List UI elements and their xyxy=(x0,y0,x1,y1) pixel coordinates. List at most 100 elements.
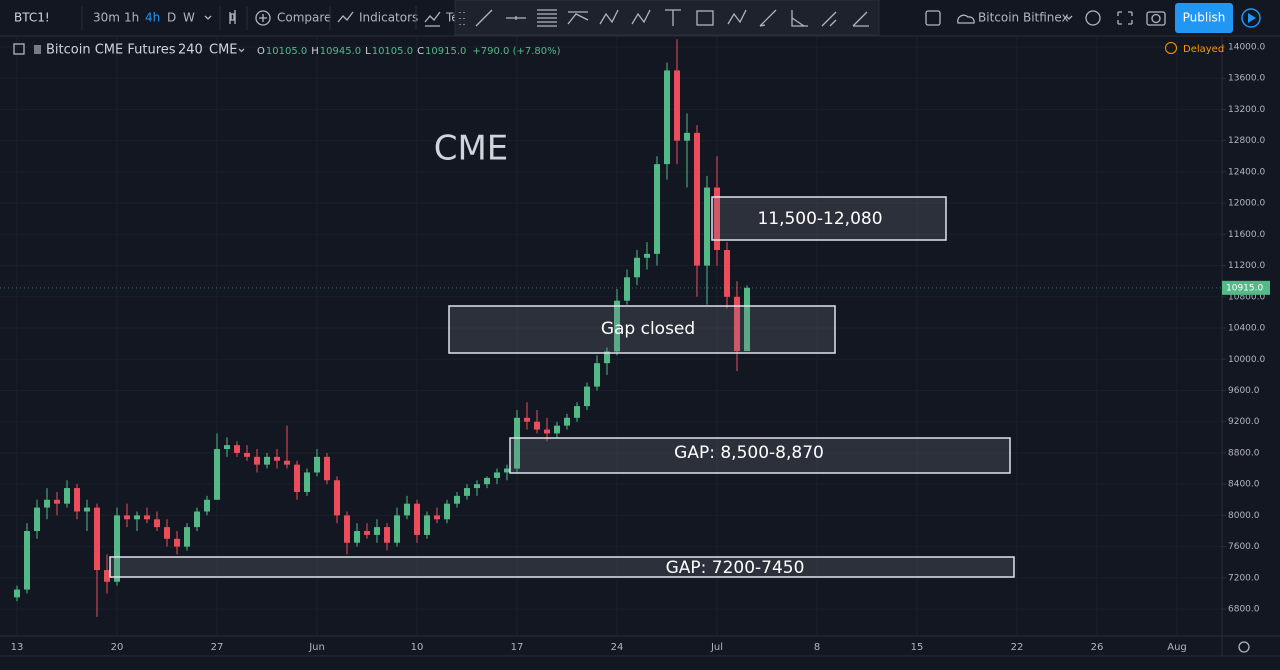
ohlc-value: 10105.0 xyxy=(266,46,307,57)
candle-body xyxy=(294,464,300,492)
candle-body xyxy=(34,507,40,532)
ohlc-value: 10945.0 xyxy=(320,46,361,57)
drag-handle[interactable] xyxy=(459,12,465,25)
candle-body xyxy=(454,495,460,504)
chevron[interactable] xyxy=(238,48,245,53)
candle-body xyxy=(244,452,250,457)
indicators[interactable]: Indicators xyxy=(359,11,418,25)
candle-body xyxy=(264,456,270,465)
interval-button[interactable]: 30m xyxy=(93,11,120,25)
symbol-icon xyxy=(34,45,41,54)
candle-body xyxy=(614,300,620,352)
fib-tool[interactable] xyxy=(537,9,557,27)
trend-line-tool[interactable] xyxy=(475,9,493,27)
x-tick-label: 22 xyxy=(1011,642,1024,653)
ruler-tool[interactable] xyxy=(759,9,777,27)
candle-body xyxy=(374,527,380,535)
candle-body xyxy=(144,515,150,520)
snapshot-lens xyxy=(1151,13,1161,24)
candle-body xyxy=(234,445,240,453)
candle-body xyxy=(504,468,510,473)
candle-body xyxy=(734,296,740,352)
y-tick-label: 11200.0 xyxy=(1228,261,1265,271)
candle-body xyxy=(444,503,450,520)
y-tick-label: 14000.0 xyxy=(1228,43,1265,53)
settings-icon[interactable] xyxy=(1238,641,1250,653)
text-tool[interactable] xyxy=(665,9,681,26)
indicators-icon[interactable] xyxy=(337,11,354,23)
collapse-icon[interactable] xyxy=(13,43,25,55)
x-tick-label: Jun xyxy=(308,642,325,653)
channel-tool[interactable] xyxy=(567,11,589,25)
ohlc-key: L xyxy=(365,46,371,57)
candle-body xyxy=(54,499,60,504)
annotation-label: GAP: 7200-7450 xyxy=(666,558,805,578)
annotation-box xyxy=(448,305,836,354)
interval-button[interactable]: 4h xyxy=(145,11,160,25)
candle-body xyxy=(94,507,100,571)
y-tick-label: 7200.0 xyxy=(1228,573,1260,583)
candle-body xyxy=(694,132,700,266)
candle-body xyxy=(204,499,210,512)
interval-button[interactable]: 1h xyxy=(124,11,139,25)
annotation-label: 11,500-12,080 xyxy=(757,209,882,229)
last-price-tag xyxy=(1222,280,1270,295)
candle-body xyxy=(104,570,110,582)
fullscreen-button[interactable] xyxy=(1117,11,1133,25)
interval: 240 xyxy=(178,43,203,58)
symbol[interactable]: BTC1! xyxy=(14,11,50,25)
delayed-icon xyxy=(1165,42,1177,54)
interval-button[interactable]: W xyxy=(183,11,195,25)
layout-icon[interactable] xyxy=(925,10,941,26)
candle-body xyxy=(404,503,410,516)
eraser-tool[interactable] xyxy=(852,11,869,27)
candle-body xyxy=(154,519,160,528)
brush-tool[interactable] xyxy=(821,11,837,27)
gann-tool[interactable] xyxy=(791,10,808,27)
interval-menu[interactable] xyxy=(204,15,212,20)
candle-body xyxy=(324,456,330,481)
candle-body xyxy=(544,429,550,434)
projection-tool[interactable] xyxy=(727,9,747,25)
candle-body xyxy=(714,187,720,250)
horizontal-line-tool[interactable] xyxy=(506,16,526,20)
pattern-tool[interactable] xyxy=(599,9,619,25)
elliott-tool[interactable] xyxy=(631,9,651,25)
y-tick-label: 9200.0 xyxy=(1228,417,1260,427)
candle-body xyxy=(664,70,670,165)
candle-body xyxy=(394,515,400,543)
candle-body xyxy=(64,488,70,504)
change: +790.0 (+7.80%) xyxy=(472,46,560,57)
interval-button[interactable]: D xyxy=(167,11,176,25)
drawing-toolbar xyxy=(454,0,880,36)
layout-name[interactable]: Bitcoin Bitfinex xyxy=(978,11,1069,25)
candle-body xyxy=(364,531,370,535)
layout-menu[interactable] xyxy=(1065,15,1073,20)
ohlc-key: O xyxy=(257,46,265,57)
y-tick-label: 13200.0 xyxy=(1228,105,1265,115)
replay-button[interactable] xyxy=(1241,8,1261,28)
candle-body xyxy=(434,515,440,520)
annotation-label: Gap closed xyxy=(601,319,695,339)
replay-icon xyxy=(1248,13,1256,23)
compare-icon[interactable] xyxy=(255,10,271,26)
shape-tool[interactable] xyxy=(696,10,714,26)
publish-button[interactable] xyxy=(1175,3,1233,33)
candle-body xyxy=(474,484,480,489)
templates-icon[interactable] xyxy=(424,11,441,27)
chart-type-icon[interactable] xyxy=(229,10,236,24)
y-tick-label: 13600.0 xyxy=(1228,74,1265,84)
symbol-name[interactable]: Bitcoin CME Futures xyxy=(46,43,176,58)
candle-body xyxy=(284,460,290,465)
y-tick-label: 9600.0 xyxy=(1228,386,1260,396)
candle-body xyxy=(724,249,730,297)
candle-body xyxy=(564,417,570,426)
candle-body xyxy=(574,406,580,418)
compare[interactable]: Compare xyxy=(277,11,331,25)
candle-body xyxy=(224,445,230,450)
annotation-label: GAP: 8,500-8,870 xyxy=(674,443,824,463)
settings-button[interactable] xyxy=(1085,10,1101,26)
candle-body xyxy=(524,417,530,422)
snapshot-button[interactable] xyxy=(1146,11,1166,26)
y-tick-label: 10000.0 xyxy=(1228,355,1265,365)
